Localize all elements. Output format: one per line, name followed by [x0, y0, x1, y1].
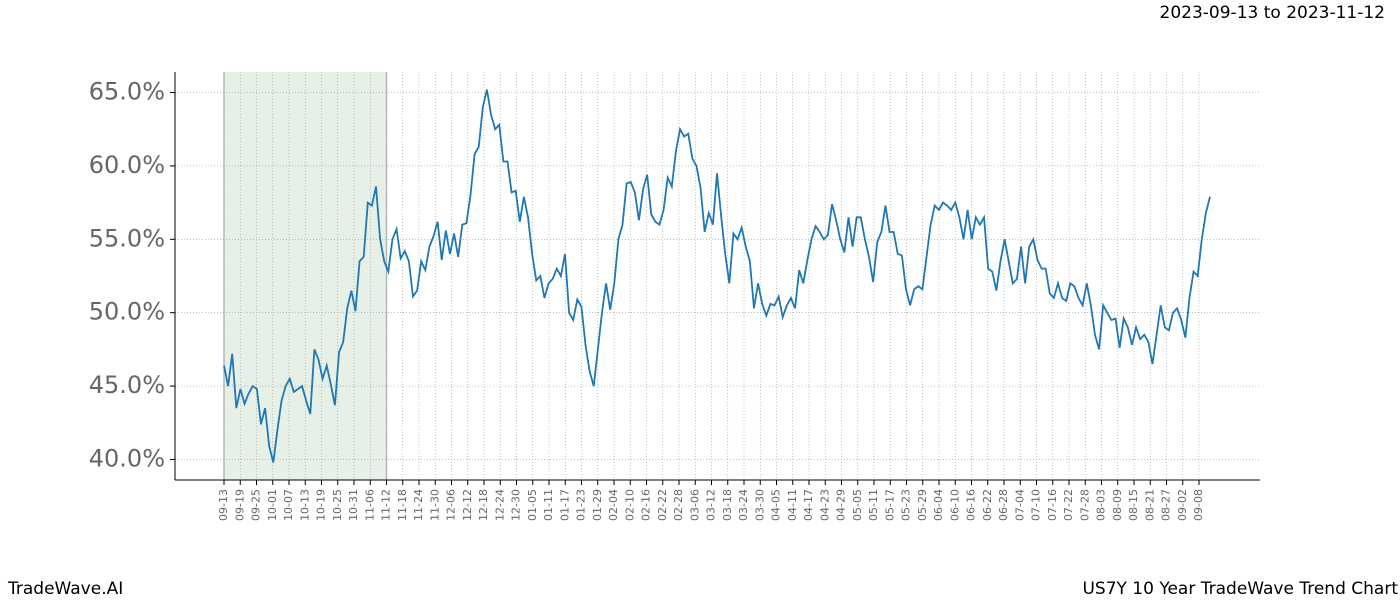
x-tick-label: 04-23 [818, 489, 831, 521]
x-tick-label: 09-19 [233, 489, 246, 521]
x-tick-label: 10-25 [331, 489, 344, 521]
x-tick-label: 09-25 [250, 489, 263, 521]
x-tick-label: 09-13 [217, 489, 230, 521]
x-tick-label: 07-04 [1013, 489, 1026, 521]
x-tick-label: 12-18 [477, 489, 490, 521]
trend-line [223, 89, 1211, 463]
x-tick-label: 10-19 [315, 489, 328, 521]
x-tick-label: 11-18 [396, 489, 409, 521]
x-tick-label: 06-04 [932, 489, 945, 521]
x-tick-label: 02-16 [640, 489, 653, 521]
x-tick-label: 01-23 [575, 489, 588, 521]
x-tick-label: 10-01 [266, 489, 279, 521]
x-tick-label: 08-09 [1111, 489, 1124, 521]
x-tick-label: 02-22 [656, 489, 669, 521]
x-tick-label: 11-12 [380, 489, 393, 521]
x-tick-label: 07-28 [1078, 489, 1091, 521]
x-tick-label: 09-02 [1176, 489, 1189, 521]
x-tick-label: 03-30 [753, 489, 766, 521]
x-tick-label: 06-10 [948, 489, 961, 521]
x-tick-label: 07-22 [1062, 489, 1075, 521]
x-tick-label: 12-30 [510, 489, 523, 521]
date-range: 2023-09-13 to 2023-11-12 [1160, 3, 1385, 23]
x-tick-label: 08-03 [1095, 489, 1108, 521]
x-tick-label: 08-27 [1160, 489, 1173, 521]
x-tick-label: 01-29 [591, 489, 604, 521]
x-tick-label: 12-24 [493, 489, 506, 521]
x-tick-label: 05-17 [883, 489, 896, 521]
x-tick-label: 09-08 [1192, 489, 1205, 521]
x-tick-label: 05-11 [867, 489, 880, 521]
x-tick-label: 02-04 [607, 489, 620, 521]
x-tick-label: 05-29 [916, 489, 929, 521]
x-tick-label: 11-24 [412, 489, 425, 521]
x-tick-label: 04-29 [835, 489, 848, 521]
x-tick-label: 10-13 [298, 489, 311, 521]
x-tick-label: 03-24 [737, 489, 750, 521]
x-tick-label: 03-12 [705, 489, 718, 521]
x-tick-label: 08-15 [1127, 489, 1140, 521]
y-tick-label: 40.0% [89, 444, 165, 472]
x-tick-label: 08-21 [1143, 489, 1156, 521]
x-tick-label: 07-10 [1030, 489, 1043, 521]
x-tick-label: 12-12 [461, 489, 474, 521]
x-tick-label: 04-17 [802, 489, 815, 521]
x-tick-label: 03-18 [721, 489, 734, 521]
x-tick-label: 07-16 [1046, 489, 1059, 521]
chart-title: US7Y 10 Year TradeWave Trend Chart [1082, 579, 1398, 599]
x-tick-label: 06-28 [997, 489, 1010, 521]
x-tick-label: 10-31 [347, 489, 360, 521]
x-tick-label: 05-05 [851, 489, 864, 521]
y-tick-label: 60.0% [89, 151, 165, 179]
x-tick-label: 04-05 [770, 489, 783, 521]
x-tick-label: 02-10 [623, 489, 636, 521]
x-tick-label: 01-11 [542, 489, 555, 521]
y-tick-label: 55.0% [89, 224, 165, 252]
y-tick-label: 50.0% [89, 298, 165, 326]
y-tick-label: 45.0% [89, 371, 165, 399]
x-tick-label: 06-16 [965, 489, 978, 521]
x-tick-label: 05-23 [900, 489, 913, 521]
x-tick-label: 01-05 [526, 489, 539, 521]
x-tick-label: 02-28 [672, 489, 685, 521]
x-tick-label: 01-17 [558, 489, 571, 521]
x-tick-label: 12-06 [445, 489, 458, 521]
x-tick-label: 06-22 [981, 489, 994, 521]
x-tick-label: 11-06 [363, 489, 376, 521]
x-tick-label: 10-07 [282, 489, 295, 521]
y-tick-label: 65.0% [89, 78, 165, 106]
brand: TradeWave.AI [7, 579, 123, 599]
x-tick-label: 11-30 [428, 489, 441, 521]
x-tick-label: 03-06 [688, 489, 701, 521]
x-tick-label: 04-11 [786, 489, 799, 521]
